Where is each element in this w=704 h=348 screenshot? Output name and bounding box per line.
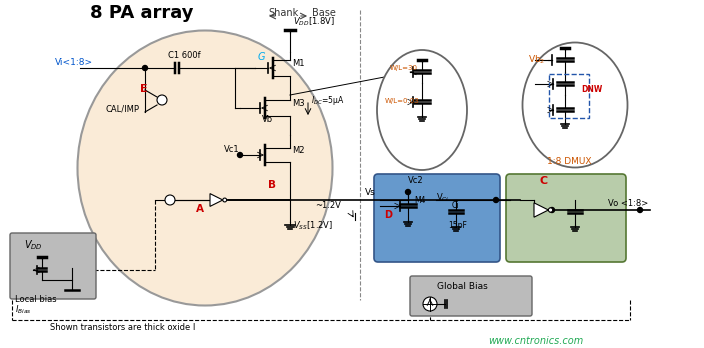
Text: $V_{DD}$: $V_{DD}$ bbox=[24, 238, 43, 252]
Circle shape bbox=[494, 198, 498, 203]
FancyBboxPatch shape bbox=[374, 174, 500, 262]
Text: www.cntronics.com: www.cntronics.com bbox=[488, 336, 583, 346]
Text: 8 PA array: 8 PA array bbox=[90, 4, 194, 22]
Text: M1: M1 bbox=[292, 59, 305, 68]
Text: CAL/IMP: CAL/IMP bbox=[105, 105, 139, 114]
Text: Shown transistors are thick oxide I: Shown transistors are thick oxide I bbox=[50, 323, 196, 332]
Text: E: E bbox=[140, 84, 148, 94]
Text: M3: M3 bbox=[292, 99, 305, 108]
Text: Global Bias: Global Bias bbox=[437, 282, 488, 291]
Circle shape bbox=[142, 65, 148, 71]
Text: Vb$_2$: Vb$_2$ bbox=[528, 53, 546, 65]
Text: Ci: Ci bbox=[452, 201, 460, 210]
Circle shape bbox=[165, 195, 175, 205]
Text: C: C bbox=[540, 176, 548, 186]
Text: Shank: Shank bbox=[268, 8, 298, 18]
Circle shape bbox=[548, 208, 553, 212]
Text: Vc1: Vc1 bbox=[224, 145, 239, 154]
Text: M2: M2 bbox=[292, 146, 305, 155]
Ellipse shape bbox=[77, 31, 332, 306]
Circle shape bbox=[237, 152, 242, 158]
Text: Vi<1:8>: Vi<1:8> bbox=[55, 58, 93, 67]
Polygon shape bbox=[534, 203, 548, 217]
Circle shape bbox=[423, 297, 437, 311]
Circle shape bbox=[222, 198, 227, 202]
Text: Vb: Vb bbox=[262, 115, 273, 124]
Text: Vo <1:8>: Vo <1:8> bbox=[608, 199, 648, 208]
Text: W/L=0.03: W/L=0.03 bbox=[385, 98, 420, 104]
Text: DNW: DNW bbox=[581, 85, 602, 94]
Text: $V_{SS}$[1.2V]: $V_{SS}$[1.2V] bbox=[293, 219, 333, 231]
Text: A: A bbox=[196, 204, 204, 214]
Text: B: B bbox=[268, 180, 276, 190]
Circle shape bbox=[550, 207, 555, 213]
Circle shape bbox=[157, 95, 167, 105]
Circle shape bbox=[406, 190, 410, 195]
FancyBboxPatch shape bbox=[10, 233, 96, 299]
Ellipse shape bbox=[377, 50, 467, 170]
Text: $I_{DC}$=5μA: $I_{DC}$=5μA bbox=[311, 94, 344, 107]
Text: Base: Base bbox=[312, 8, 336, 18]
FancyBboxPatch shape bbox=[410, 276, 532, 316]
Text: 15pF: 15pF bbox=[448, 221, 467, 230]
FancyBboxPatch shape bbox=[506, 174, 626, 262]
Text: $V_{DD}$[1.8V]: $V_{DD}$[1.8V] bbox=[293, 16, 334, 29]
Text: ~1.2V: ~1.2V bbox=[315, 201, 341, 210]
Text: G: G bbox=[258, 52, 265, 62]
Text: W/L=30: W/L=30 bbox=[390, 65, 418, 71]
Text: $I_{Bias}$: $I_{Bias}$ bbox=[15, 303, 32, 316]
Text: Local bias: Local bias bbox=[15, 295, 56, 304]
Text: M4: M4 bbox=[414, 196, 425, 205]
Text: C1 600f: C1 600f bbox=[168, 51, 201, 60]
Polygon shape bbox=[210, 193, 222, 206]
Circle shape bbox=[638, 207, 643, 213]
Text: Vs: Vs bbox=[365, 188, 376, 197]
Text: D: D bbox=[384, 210, 392, 220]
Text: V$_{Ci}$: V$_{Ci}$ bbox=[436, 191, 450, 204]
Text: Vc2: Vc2 bbox=[408, 176, 424, 185]
Ellipse shape bbox=[522, 42, 627, 167]
Text: 1:8 DMUX: 1:8 DMUX bbox=[547, 157, 591, 166]
